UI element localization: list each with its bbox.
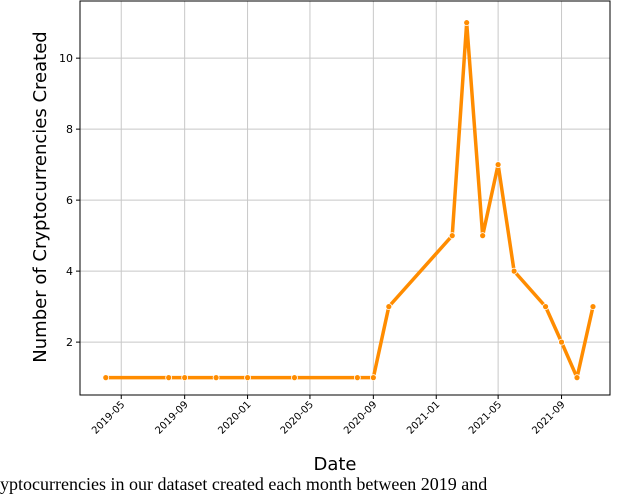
caption: yptocurrencies in our dataset created ea… (0, 474, 487, 494)
marker (385, 303, 393, 311)
marker (353, 374, 361, 382)
y-tick-label: 6 (66, 194, 73, 207)
x-tick-label: 2020-05 (279, 399, 316, 436)
marker (369, 374, 377, 382)
x-tick-label: 2021-01 (405, 399, 442, 436)
marker (510, 267, 518, 275)
y-tick-label: 8 (66, 123, 73, 136)
y-axis-label: Number of Cryptocurrencies Created (30, 31, 51, 362)
marker (448, 232, 456, 240)
x-axis-label: Date (313, 454, 356, 475)
marker (212, 374, 220, 382)
x-tick-label: 2021-09 (530, 399, 567, 436)
marker (494, 161, 502, 169)
line (105, 20, 595, 380)
x-tick-label: 2021-05 (467, 399, 504, 436)
marker (244, 374, 251, 382)
x-tick-label: 2020-09 (342, 399, 379, 436)
y-tick-label: 2 (66, 336, 73, 349)
marker (181, 374, 189, 382)
marker (573, 374, 581, 382)
x-tick-label: 2020-01 (216, 399, 253, 436)
marker (463, 19, 471, 27)
x-tick-label: 2019-09 (153, 399, 190, 436)
marker (291, 374, 298, 382)
marker (165, 374, 173, 382)
marker (102, 374, 110, 382)
y-tick-label: 4 (66, 265, 73, 278)
marker (479, 232, 487, 240)
marker (558, 338, 565, 346)
marker (542, 303, 549, 311)
marker (589, 303, 597, 311)
plot-frame (79, 0, 611, 396)
y-tick-label: 10 (59, 52, 73, 65)
x-tick-label: 2019-05 (90, 399, 127, 436)
